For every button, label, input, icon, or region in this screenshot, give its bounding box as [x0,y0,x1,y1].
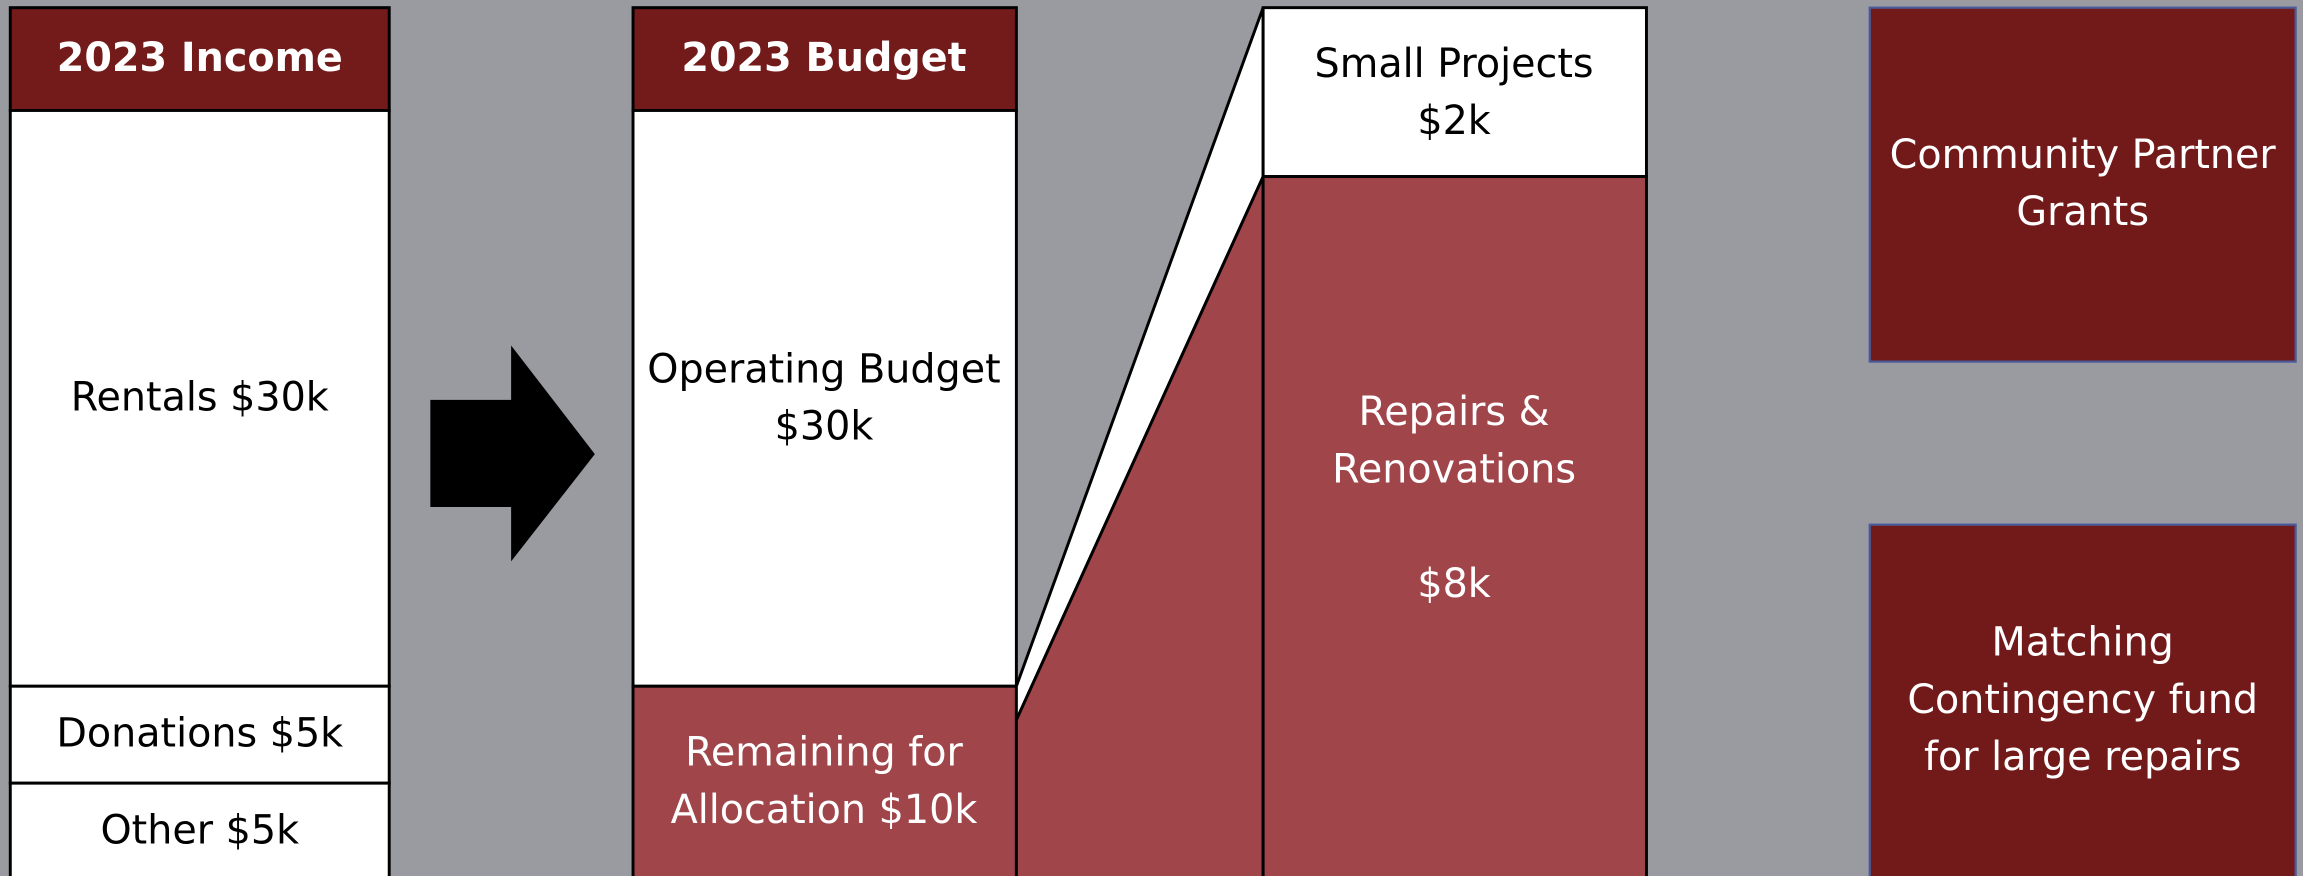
repairs [1261,175,1648,876]
allocation-text: Renovations [1332,446,1576,492]
budget-text: Operating Budget [647,346,1000,392]
small-projects [1261,6,1648,179]
budget-text: $30k [775,404,874,450]
income-item: Other $5k [100,808,299,854]
income-item: Rentals $30k [71,374,329,420]
income-donations [8,684,391,785]
budget-text: Allocation $10k [671,787,978,833]
income-header [8,6,391,112]
allocation-text: $8k [1417,561,1490,607]
income-rentals [8,109,391,688]
income-title: 2023 Income [57,35,343,81]
fund-box [1868,523,2297,876]
wedge-red [1014,175,1265,876]
fund-box [1868,6,2297,363]
fund-text: Grants [2016,189,2149,235]
fund-text: for large repairs [1924,734,2241,780]
arrow [430,345,595,562]
allocation-text: Small Projects [1315,41,1594,87]
allocation-text: Repairs & [1359,389,1550,435]
income-item: Donations $5k [56,711,343,757]
budget-title: 2023 Budget [681,35,966,81]
budget-remaining [631,684,1018,876]
income-other [8,781,391,876]
fund-text: Matching [1992,620,2174,666]
fund-text: Contingency fund [1907,677,2258,723]
allocation-text: $2k [1417,98,1490,144]
budget-operating [631,109,1018,688]
budget-text: Remaining for [685,730,963,776]
fund-text: Community Partner [1890,132,2277,178]
